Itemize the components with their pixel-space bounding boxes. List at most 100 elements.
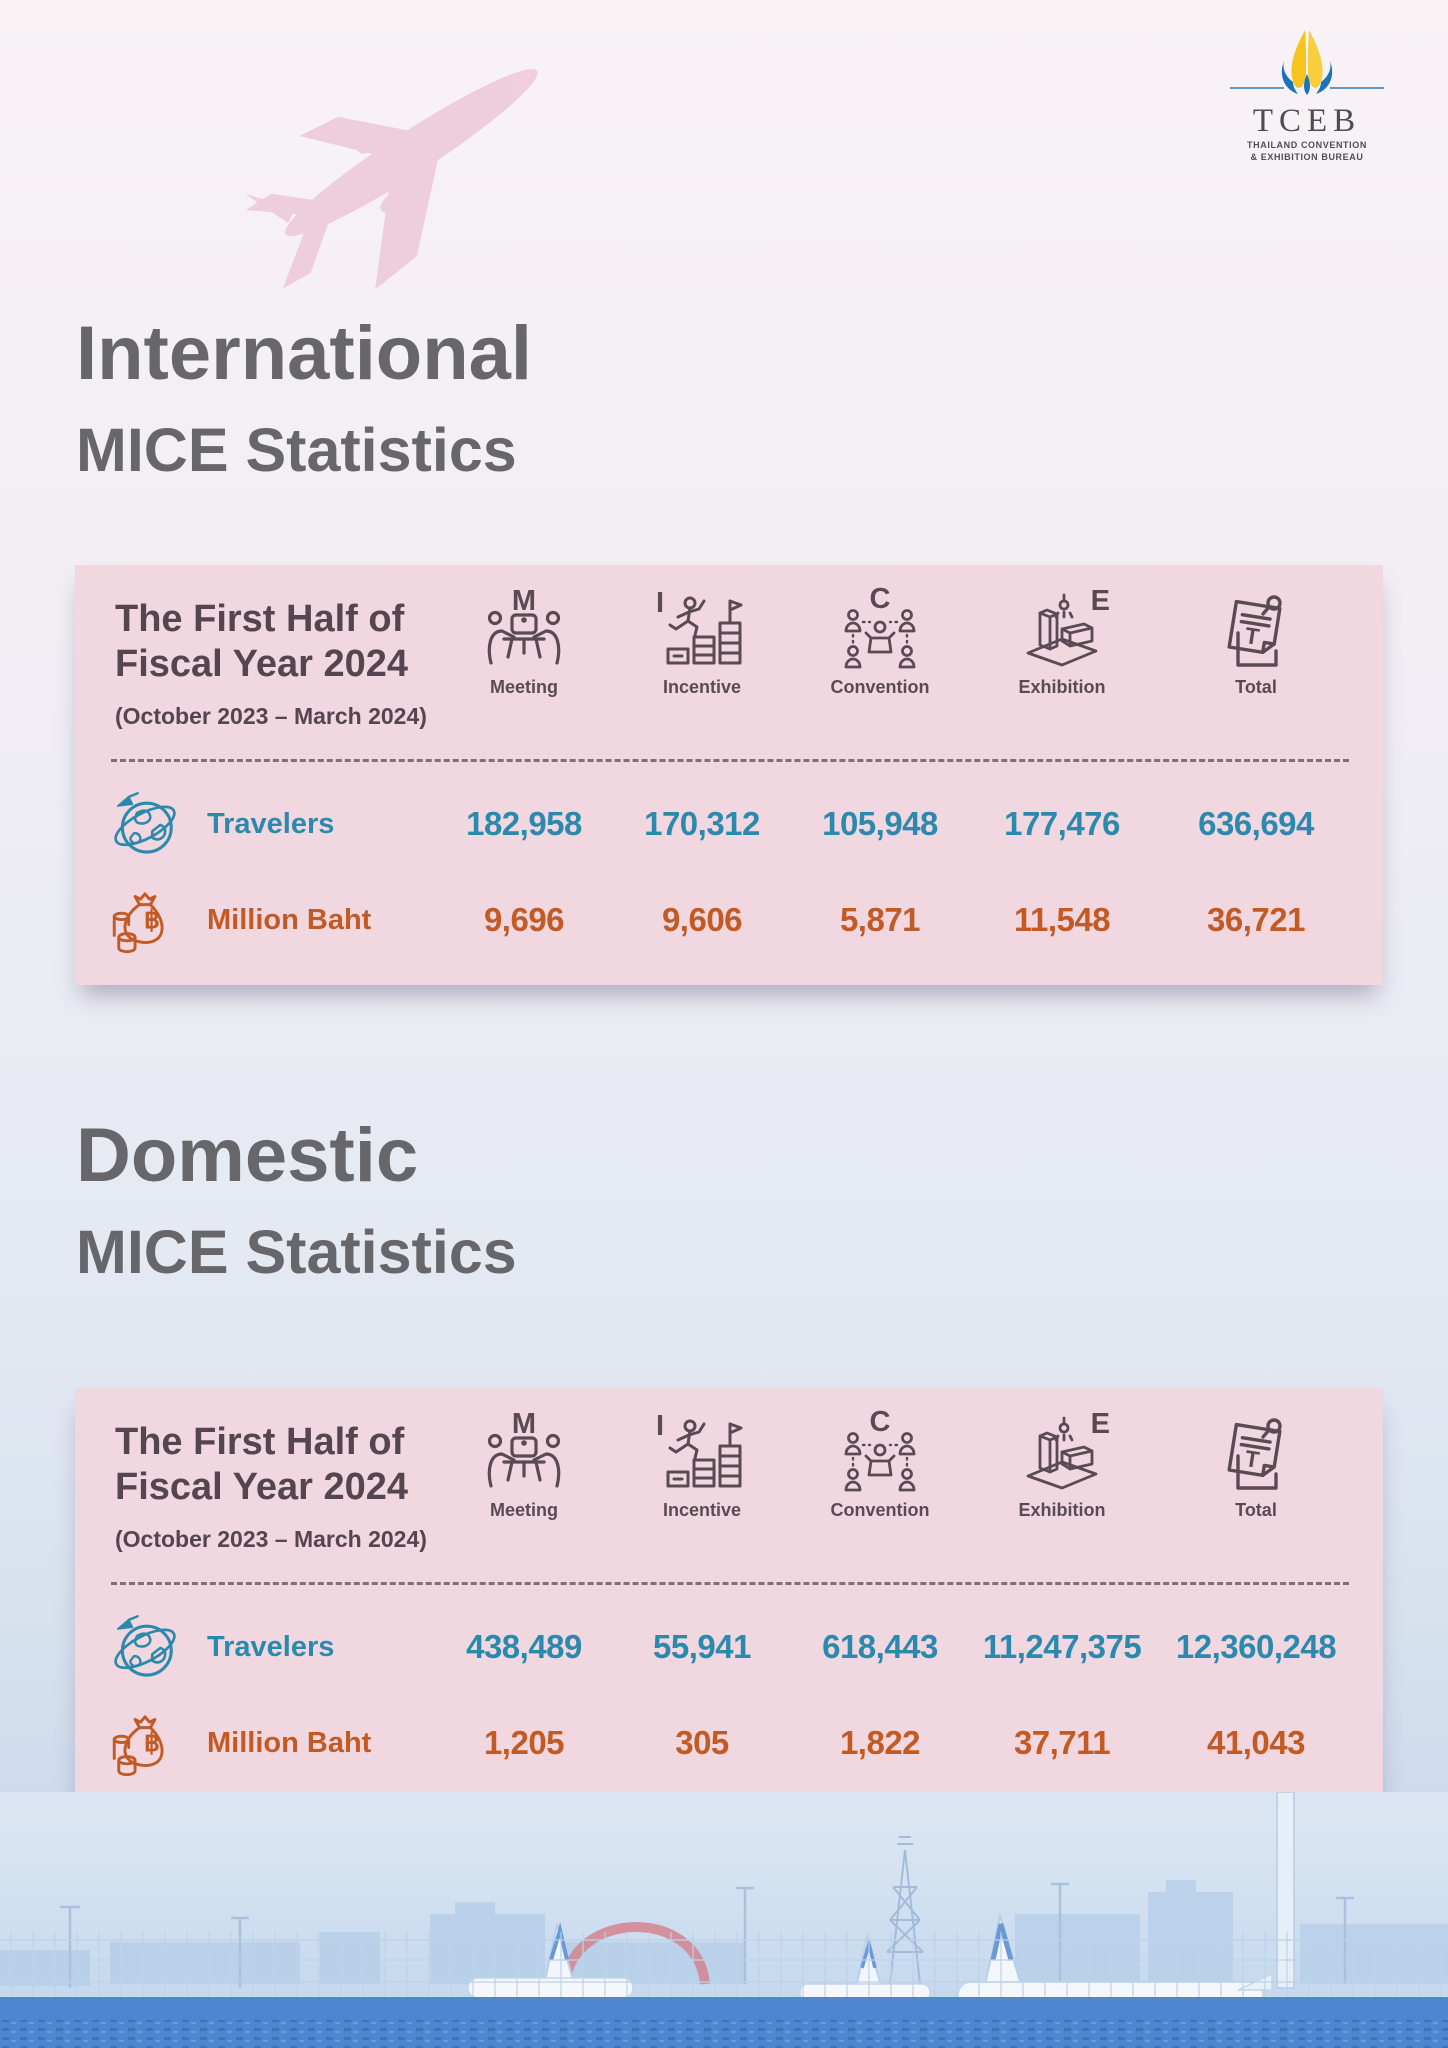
- column-label: Total: [1235, 1500, 1277, 1520]
- row-label: Travelers: [207, 807, 335, 840]
- row-label: Travelers: [207, 1630, 335, 1663]
- exhibition-icon: E: [1020, 1410, 1110, 1498]
- period-line1: The First Half of: [115, 598, 405, 640]
- globe-airplane-icon: [107, 1609, 183, 1685]
- section-title: Domestic: [76, 1113, 419, 1198]
- column-letter: E: [1090, 1408, 1110, 1440]
- travelers-row: Travelers 438,489 55,941 618,443 11,247,…: [105, 1599, 1357, 1695]
- stat-value: 12,360,248: [1175, 1628, 1337, 1665]
- column-letter: M: [511, 1408, 537, 1440]
- section-subtitle: MICE Statistics: [76, 1218, 517, 1286]
- column-header-meeting: M Meeting: [435, 587, 613, 698]
- column-letter: M: [511, 585, 537, 617]
- runway-band: [0, 1997, 1448, 2048]
- travelers-row: Travelers 182,958 170,312 105,948 177,47…: [105, 776, 1357, 872]
- period-line1: The First Half of: [115, 1421, 405, 1463]
- meeting-icon: M: [482, 587, 566, 675]
- takeoff-airplane-image: [245, 68, 538, 290]
- stats-panel-international: The First Half of Fiscal Year 2024 (Octo…: [75, 565, 1383, 985]
- column-header-convention: C Convention: [791, 1408, 969, 1521]
- logo-acronym: TCEB: [1252, 103, 1362, 139]
- baht-symbol: ฿: [144, 906, 160, 934]
- column-letter: E: [1090, 585, 1110, 617]
- period-title: The First Half of Fiscal Year 2024 (Octo…: [105, 591, 435, 730]
- column-label: Meeting: [489, 677, 558, 697]
- exhibition-icon: E: [1020, 587, 1110, 675]
- column-label: Meeting: [489, 1500, 558, 1520]
- column-header-exhibition: E Exhibition: [969, 587, 1155, 698]
- perimeter-fence: [0, 1932, 1448, 1998]
- logo-subtitle-line2: & EXHIBITION BUREAU: [1250, 152, 1364, 163]
- stat-value: 11,548: [1013, 901, 1111, 938]
- row-label: Million Baht: [207, 1726, 372, 1759]
- airport-photo: [0, 1792, 1448, 2048]
- period-line2: Fiscal Year 2024: [115, 642, 408, 685]
- stat-value: 1,205: [483, 1724, 565, 1761]
- column-letter: C: [869, 583, 891, 615]
- column-letter: I: [656, 1410, 665, 1442]
- baht-symbol: ฿: [144, 1729, 160, 1757]
- column-letter: C: [869, 1406, 891, 1438]
- row-label: Million Baht: [207, 903, 372, 936]
- stat-value: 41,043: [1207, 1724, 1305, 1761]
- column-header-total: T Total: [1155, 1414, 1357, 1521]
- period-line2: Fiscal Year 2024: [115, 1465, 408, 1508]
- dashed-divider: [111, 759, 1349, 762]
- logo-subtitle-line1: THAILAND CONVENTION: [1247, 139, 1367, 150]
- stat-value: 9,696: [483, 901, 565, 938]
- stat-value: 37,711: [1013, 1724, 1111, 1761]
- stats-panel-domestic: The First Half of Fiscal Year 2024 (Octo…: [75, 1388, 1383, 1808]
- tceb-logo: TCEB THAILAND CONVENTION & EXHIBITION BU…: [1212, 26, 1402, 164]
- total-icon: T: [1214, 1414, 1298, 1498]
- column-label: Exhibition: [1018, 677, 1106, 697]
- globe-airplane-icon: [107, 786, 183, 862]
- section-title: International: [76, 311, 533, 396]
- incentive-icon: I: [656, 589, 744, 675]
- incentive-icon: I: [656, 1412, 744, 1498]
- period-title: The First Half of Fiscal Year 2024 (Octo…: [105, 1414, 435, 1553]
- stat-value: 1,822: [839, 1724, 921, 1761]
- convention-icon: C: [838, 1408, 922, 1498]
- stat-value: 9,606: [661, 901, 743, 938]
- money-bag-icon: ฿: [107, 1705, 183, 1781]
- million-baht-row: ฿ Million Baht 9,696 9,606 5,871 11,548 …: [105, 872, 1357, 968]
- column-header-incentive: I Incentive: [613, 589, 791, 698]
- total-icon: T: [1214, 591, 1298, 675]
- stat-value: 36,721: [1207, 901, 1305, 938]
- section-heading-international: International MICE Statistics: [76, 316, 532, 481]
- column-header-total: T Total: [1155, 591, 1357, 698]
- meeting-icon: M: [482, 1410, 566, 1498]
- column-header-convention: C Convention: [791, 585, 969, 698]
- stat-value: 438,489: [466, 1628, 582, 1665]
- column-header-incentive: I Incentive: [613, 1412, 791, 1521]
- stat-value: 5,871: [839, 901, 921, 938]
- column-header-meeting: M Meeting: [435, 1410, 613, 1521]
- column-header-exhibition: E Exhibition: [969, 1410, 1155, 1521]
- stat-value: 105,948: [822, 805, 938, 842]
- stat-value: 55,941: [653, 1628, 751, 1665]
- period-note: (October 2023 – March 2024): [115, 1525, 427, 1552]
- stat-value: 11,247,375: [982, 1628, 1142, 1665]
- column-label: Incentive: [662, 1500, 742, 1520]
- stat-value: 182,958: [466, 805, 582, 842]
- stat-value: 305: [675, 1724, 729, 1761]
- section-subtitle: MICE Statistics: [76, 416, 517, 484]
- section-heading-domestic: Domestic MICE Statistics: [76, 1118, 517, 1283]
- column-label: Convention: [830, 677, 930, 697]
- money-bag-icon: ฿: [107, 882, 183, 958]
- stat-value: 170,312: [644, 805, 760, 842]
- convention-icon: C: [838, 585, 922, 675]
- column-letter: I: [656, 587, 665, 619]
- column-label: Incentive: [662, 677, 742, 697]
- period-note: (October 2023 – March 2024): [115, 702, 427, 729]
- column-label: Exhibition: [1018, 1500, 1106, 1520]
- flame-icon: [1230, 30, 1384, 95]
- dashed-divider: [111, 1582, 1349, 1585]
- stat-value: 636,694: [1198, 805, 1314, 842]
- stat-value: 177,476: [1004, 805, 1120, 842]
- stat-value: 618,443: [822, 1628, 938, 1665]
- column-label: Total: [1235, 677, 1277, 697]
- column-label: Convention: [830, 1500, 930, 1520]
- million-baht-row: ฿ Million Baht 1,205 305 1,822 37,711 41…: [105, 1695, 1357, 1791]
